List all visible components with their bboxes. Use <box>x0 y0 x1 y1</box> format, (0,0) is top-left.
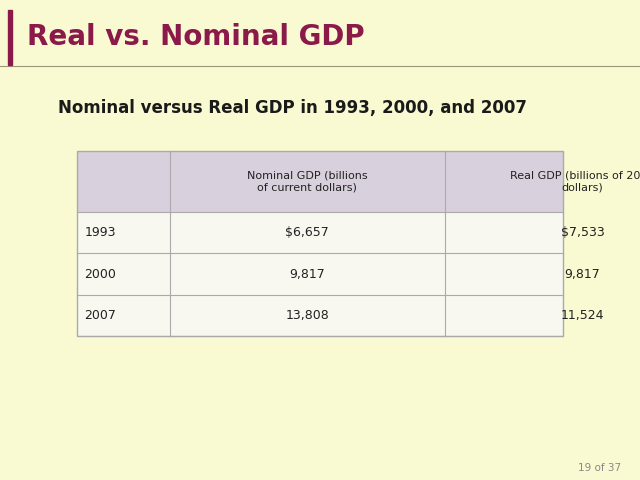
Text: 19 of 37: 19 of 37 <box>578 463 621 473</box>
Text: 1993: 1993 <box>84 226 116 240</box>
Text: $6,657: $6,657 <box>285 226 329 240</box>
Text: 9,817: 9,817 <box>289 267 325 281</box>
Text: Real GDP (billions of 2000
dollars): Real GDP (billions of 2000 dollars) <box>510 171 640 192</box>
Text: 9,817: 9,817 <box>564 267 600 281</box>
Text: 2007: 2007 <box>84 309 116 322</box>
Text: Nominal versus Real GDP in 1993, 2000, and 2007: Nominal versus Real GDP in 1993, 2000, a… <box>58 99 527 117</box>
Text: Nominal GDP (billions
of current dollars): Nominal GDP (billions of current dollars… <box>247 171 367 192</box>
Text: Real vs. Nominal GDP: Real vs. Nominal GDP <box>27 24 365 51</box>
Text: 2000: 2000 <box>84 267 116 281</box>
Text: 13,808: 13,808 <box>285 309 329 322</box>
Text: 11,524: 11,524 <box>561 309 604 322</box>
Text: $7,533: $7,533 <box>561 226 604 240</box>
